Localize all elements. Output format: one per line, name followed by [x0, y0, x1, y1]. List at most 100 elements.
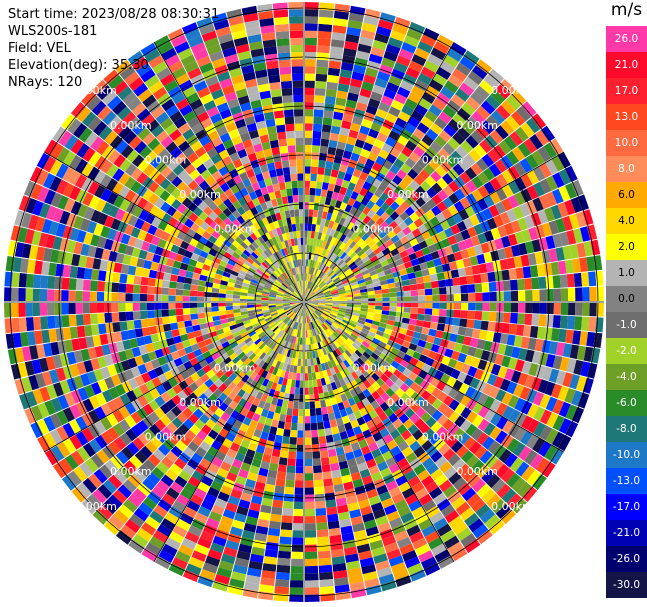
velocity-gate [516, 481, 532, 498]
velocity-gate [460, 394, 471, 407]
velocity-gate [304, 52, 317, 60]
velocity-gate [456, 126, 471, 140]
velocity-gate [315, 319, 321, 326]
velocity-gate [337, 250, 345, 258]
velocity-gate [374, 289, 383, 295]
velocity-gate [331, 309, 339, 313]
velocity-gate [485, 454, 499, 469]
velocity-gate [418, 302, 426, 308]
velocity-gate [402, 285, 411, 292]
velocity-gate [433, 517, 448, 531]
velocity-gate [325, 299, 333, 301]
velocity-gate [350, 371, 359, 380]
velocity-gate [298, 351, 302, 360]
velocity-gate [486, 493, 501, 509]
velocity-gate [331, 294, 340, 298]
velocity-gate [483, 181, 496, 195]
velocity-field [4, 2, 604, 602]
velocity-gate [450, 94, 466, 108]
velocity-gate [357, 462, 368, 472]
velocity-gate [384, 216, 394, 226]
velocity-gate [404, 335, 413, 343]
velocity-gate [497, 343, 507, 355]
velocity-gate [346, 230, 355, 239]
velocity-gate [297, 237, 301, 246]
velocity-gate [326, 328, 333, 336]
velocity-gate [475, 503, 491, 518]
velocity-gate [316, 307, 324, 312]
velocity-gate [495, 125, 509, 140]
velocity-gate [370, 46, 385, 58]
velocity-gate [382, 450, 394, 461]
velocity-gate [341, 263, 349, 271]
velocity-gate [348, 276, 357, 282]
velocity-gate [97, 313, 106, 324]
velocity-gate [346, 304, 354, 308]
velocity-gate [387, 243, 397, 252]
velocity-gate [473, 223, 484, 235]
velocity-gate [324, 308, 332, 313]
velocity-gate [363, 111, 376, 122]
velocity-gate [304, 144, 312, 153]
velocity-gate [287, 400, 294, 409]
velocity-gate [533, 406, 546, 422]
velocity-gate [350, 403, 360, 413]
velocity-gate [352, 145, 363, 156]
velocity-gate [442, 331, 451, 341]
velocity-gate [457, 352, 467, 363]
velocity-gate [409, 440, 421, 452]
velocity-gate [291, 415, 298, 424]
velocity-gate [507, 165, 521, 180]
velocity-gate [581, 272, 590, 287]
velocity-gate [423, 164, 435, 176]
velocity-gate [266, 534, 280, 544]
velocity-gate [551, 155, 565, 172]
velocity-gate [462, 336, 472, 346]
velocity-gate [349, 388, 358, 398]
velocity-gate [562, 245, 572, 260]
velocity-gate [321, 285, 328, 291]
velocity-gate [495, 389, 507, 402]
velocity-gate [318, 317, 325, 324]
velocity-gate [345, 406, 354, 416]
velocity-gate [304, 123, 313, 131]
velocity-gate [390, 347, 400, 356]
velocity-gate [350, 78, 363, 88]
velocity-gate [375, 251, 385, 259]
velocity-gate [424, 253, 433, 262]
velocity-gate [75, 302, 83, 314]
velocity-gate [331, 191, 339, 200]
velocity-gate [318, 303, 326, 306]
velocity-gate [373, 115, 385, 126]
velocity-gate [446, 99, 461, 113]
velocity-gate [321, 248, 328, 257]
velocity-gate [341, 415, 351, 425]
velocity-gate [318, 152, 327, 161]
velocity-gate [539, 162, 552, 178]
velocity-gate [119, 273, 128, 284]
velocity-gate [508, 268, 517, 280]
velocity-gate [544, 381, 556, 396]
velocity-gate [534, 338, 544, 352]
velocity-gate [448, 411, 460, 423]
velocity-gate [383, 369, 393, 379]
velocity-gate [405, 387, 415, 398]
velocity-gate [429, 273, 438, 282]
velocity-gate [466, 275, 475, 285]
velocity-gate [352, 168, 362, 178]
velocity-gate [327, 243, 333, 251]
velocity-gate [389, 373, 399, 383]
velocity-gate [323, 478, 334, 487]
velocity-gate [419, 423, 431, 435]
velocity-gate [437, 248, 447, 258]
velocity-gate [364, 337, 372, 345]
velocity-gate [589, 286, 597, 302]
velocity-gate [309, 401, 316, 409]
velocity-gate [304, 16, 319, 24]
velocity-gate [471, 459, 485, 474]
velocity-gate [327, 520, 340, 530]
velocity-gate [492, 332, 502, 343]
velocity-gate [359, 241, 368, 250]
velocity-gate [359, 187, 368, 197]
velocity-gate [290, 566, 304, 574]
